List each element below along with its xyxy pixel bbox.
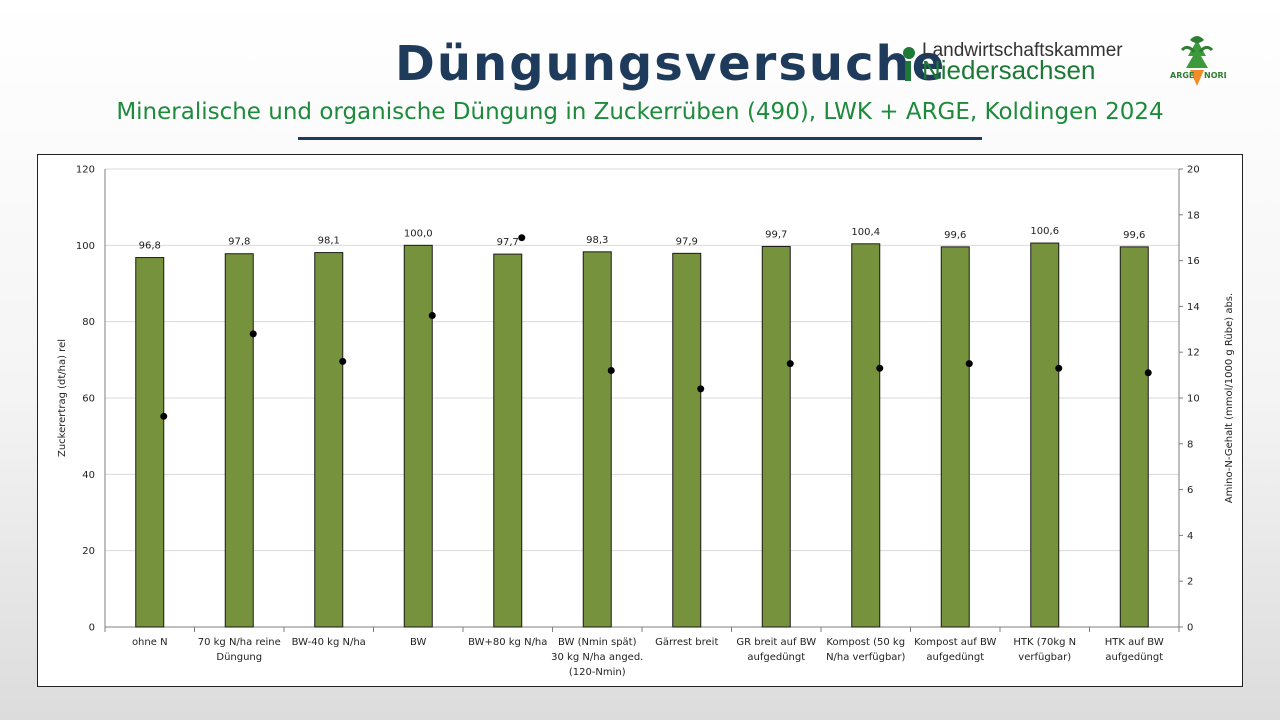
y2-tick-label: 0 <box>1187 623 1193 634</box>
bar <box>1030 242 1060 628</box>
bar-value-label: 98,1 <box>318 236 340 247</box>
category-label: GR breit auf BW <box>736 637 816 648</box>
y-tick-label: 20 <box>82 546 95 557</box>
y2-axis-title: Amino-N-Gehalt (mmol/1000 g Rübe) abs. <box>1224 293 1235 503</box>
bar <box>224 253 254 628</box>
amino-n-point <box>876 364 884 372</box>
amino-n-point <box>697 385 705 393</box>
bar <box>403 244 433 628</box>
y2-tick-label: 20 <box>1187 165 1200 176</box>
amino-n-point <box>786 360 794 368</box>
chart-frame: 0 20 40 60 80 100 120 0 2 4 6 8 10 12 14 16 18 20 96,8 ohne… <box>37 154 1243 687</box>
category-label: Kompost auf BW <box>914 637 996 648</box>
category-label: aufgedüngt <box>926 652 984 663</box>
bar <box>582 251 612 628</box>
lwk-logo-line1: Landwirtschaftskammer <box>922 40 1123 61</box>
bar <box>314 252 344 628</box>
amino-n-point <box>1144 369 1152 377</box>
amino-n-point <box>160 412 168 420</box>
bar-value-label: 100,4 <box>851 227 880 238</box>
category-label: verfügbar) <box>1018 652 1071 663</box>
y2-tick-label: 10 <box>1187 394 1200 405</box>
category-label: Düngung <box>216 652 262 663</box>
bar <box>940 246 970 628</box>
category-label: (120-Nmin) <box>569 667 626 678</box>
bar-value-label: 96,8 <box>139 241 161 252</box>
chart-svg: 0 20 40 60 80 100 120 0 2 4 6 8 10 12 14 16 18 20 96,8 ohne… <box>57 165 1235 679</box>
bar-value-label: 97,8 <box>228 237 250 248</box>
lwk-logo-line2: Niedersachsen <box>922 55 1096 85</box>
bar <box>672 252 702 628</box>
y2-tick-label: 6 <box>1187 485 1193 496</box>
bar <box>851 243 881 628</box>
bar-value-label: 99,6 <box>1123 230 1145 241</box>
category-label: 30 kg N/ha anged. <box>551 652 643 663</box>
y2-tick-label: 16 <box>1187 256 1200 267</box>
page-subtitle: Mineralische und organische Düngung in Z… <box>116 99 1164 125</box>
bar <box>761 245 791 628</box>
y-tick-label: 60 <box>82 394 95 405</box>
y2-tick-label: 4 <box>1187 531 1193 542</box>
amino-n-point <box>249 330 257 338</box>
page-title: Düngungsversuche <box>395 36 947 92</box>
arge-nord-logo-left-text: ARGE <box>1170 71 1194 80</box>
amino-n-point <box>339 357 347 365</box>
category-label: aufgedüngt <box>747 652 805 663</box>
bar-value-label: 99,6 <box>944 230 966 241</box>
amino-n-point <box>1055 364 1063 372</box>
y-axis-title: Zuckerertrag (dt/ha) rel <box>57 339 68 457</box>
y2-tick-label: 12 <box>1187 348 1200 359</box>
arge-nord-logo: ARGE NORD <box>1168 32 1231 88</box>
bar <box>1119 246 1149 628</box>
category-label: ohne N <box>132 637 168 648</box>
category-label: Kompost (50 kg <box>826 637 905 648</box>
y2-tick-label: 18 <box>1187 210 1200 221</box>
y-tick-label: 40 <box>82 470 95 481</box>
category-label: BW-40 kg N/ha <box>292 637 366 648</box>
amino-n-point <box>607 367 615 375</box>
category-label: 70 kg N/ha reine <box>198 637 281 648</box>
y2-tick-label: 2 <box>1187 577 1193 588</box>
title-divider <box>298 137 982 140</box>
amino-n-point <box>518 234 526 242</box>
bar-value-label: 99,7 <box>765 229 787 240</box>
y2-tick-label: 8 <box>1187 439 1193 450</box>
y-tick-label: 80 <box>82 317 95 328</box>
bar-value-label: 98,3 <box>586 235 608 246</box>
category-label: BW+80 kg N/ha <box>468 637 547 648</box>
bar <box>493 253 523 628</box>
category-label: HTK auf BW <box>1105 637 1164 648</box>
amino-n-point <box>428 312 436 320</box>
lwk-leaf-icon <box>903 47 915 81</box>
y-tick-label: 0 <box>89 623 95 634</box>
category-label: Gärrest breit <box>655 637 718 648</box>
category-label: HTK (70kg N <box>1013 637 1076 648</box>
category-label: aufgedüngt <box>1105 652 1163 663</box>
category-label: BW <box>410 637 427 648</box>
bar <box>135 257 165 628</box>
lwk-logo: Landwirtschaftskammer Niedersachsen <box>900 40 1150 85</box>
category-label: BW (Nmin spät) <box>558 637 637 648</box>
amino-n-point <box>965 360 973 368</box>
y-tick-label: 100 <box>76 241 95 252</box>
arge-nord-logo-right-text: NORD <box>1204 71 1226 80</box>
bar-value-label: 97,7 <box>497 237 519 248</box>
category-label: N/ha verfügbar) <box>826 652 905 663</box>
bar-value-label: 100,0 <box>404 228 433 239</box>
y2-tick-label: 14 <box>1187 302 1200 313</box>
bar-value-label: 97,9 <box>676 236 698 247</box>
y-tick-label: 120 <box>76 165 95 176</box>
bar-value-label: 100,6 <box>1030 226 1059 237</box>
